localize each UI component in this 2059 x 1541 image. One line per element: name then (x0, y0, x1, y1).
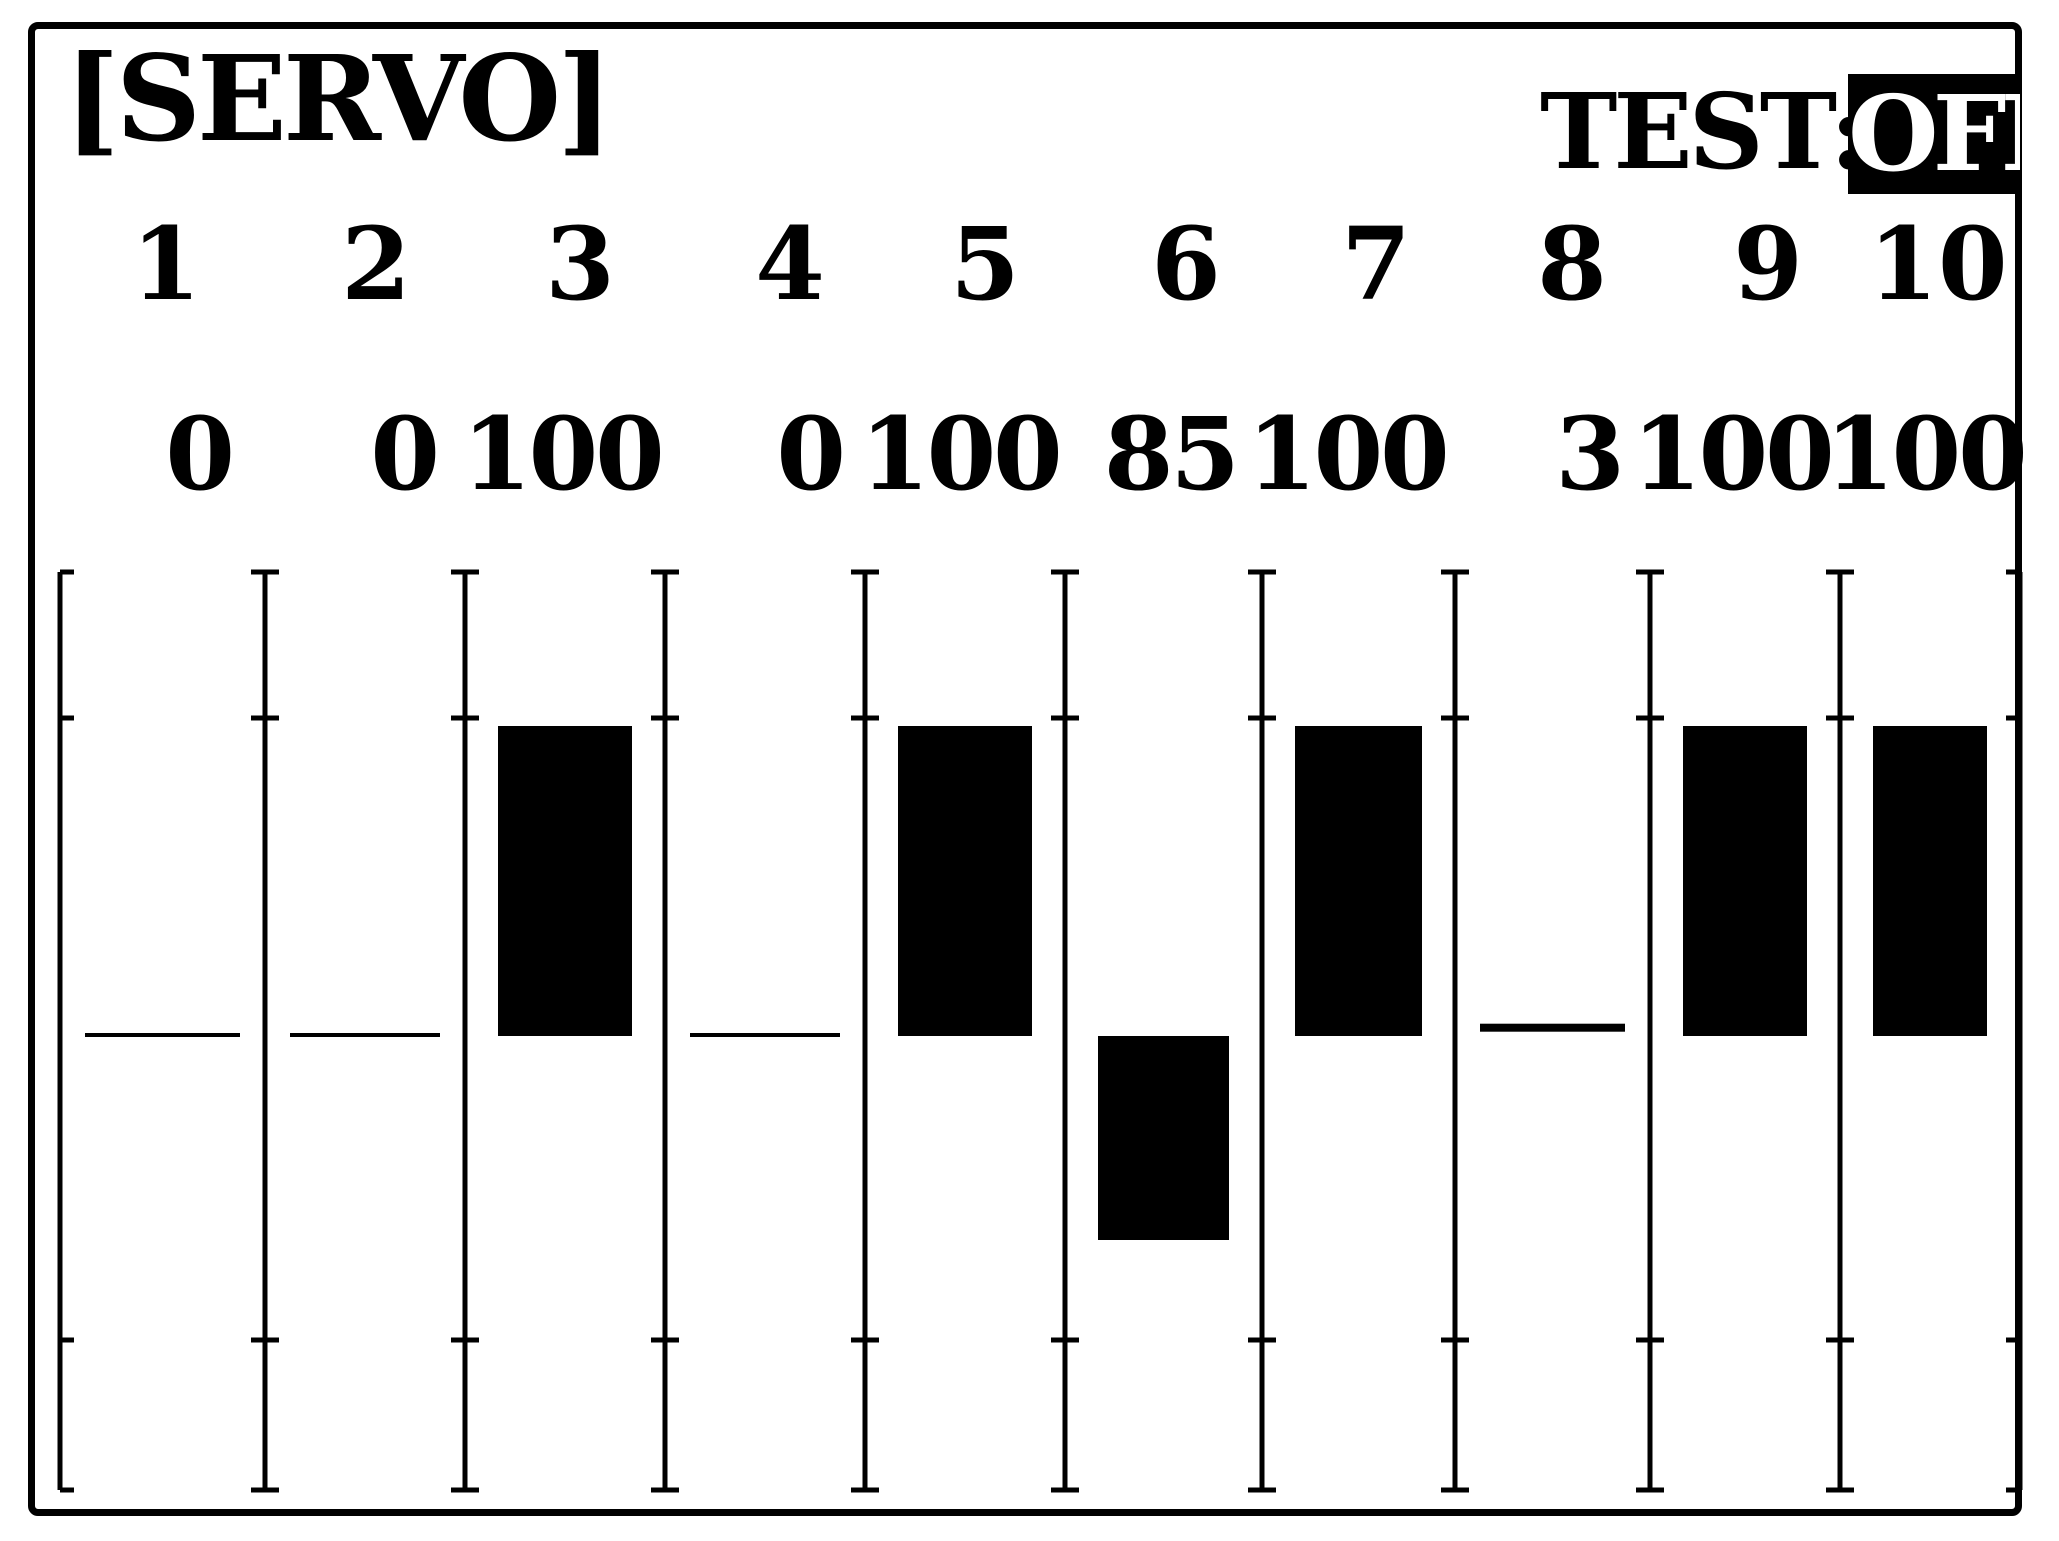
channel-number-4: 4 (755, 205, 825, 323)
channel-value-9: 100 (1632, 395, 1835, 513)
channel-number-10: 10 (1868, 205, 2008, 323)
channel-number-5: 5 (950, 205, 1020, 323)
channel-bar-10 (1873, 726, 1987, 1036)
channel-value-5: 100 (860, 395, 1063, 513)
channel-bar-8 (1480, 1023, 1625, 1032)
channel-number-8: 8 (1537, 205, 1607, 323)
channel-number-6: 6 (1151, 205, 1221, 323)
channel-bar-3 (498, 726, 632, 1036)
channel-value-2: 0 (370, 395, 440, 513)
channel-number-2: 2 (341, 205, 411, 323)
channel-bar-9 (1683, 726, 1807, 1036)
channel-bar-7 (1295, 726, 1422, 1036)
channel-value-10: 100 (1825, 395, 2028, 513)
channel-number-3: 3 (545, 205, 615, 323)
screen-title: [SERVO] (64, 29, 613, 168)
channel-value-7: 100 (1247, 395, 1450, 513)
channel-number-1: 1 (131, 205, 201, 323)
channel-value-1: 0 (165, 395, 235, 513)
channel-bar-1 (85, 1033, 240, 1037)
channel-value-6: 85 (1103, 395, 1240, 513)
test-toggle[interactable]: OFF (1848, 74, 2020, 194)
channel-value-3: 100 (462, 395, 665, 513)
channel-bar-4 (690, 1033, 840, 1037)
test-label: TEST: (1540, 70, 1868, 193)
channel-value-8: 3 (1555, 395, 1625, 513)
channel-number-7: 7 (1341, 205, 1411, 323)
channel-bar-2 (290, 1033, 440, 1037)
channel-bar-6 (1098, 1036, 1229, 1240)
channel-number-9: 9 (1733, 205, 1803, 323)
channel-value-4: 0 (776, 395, 846, 513)
channel-bar-5 (898, 726, 1032, 1036)
